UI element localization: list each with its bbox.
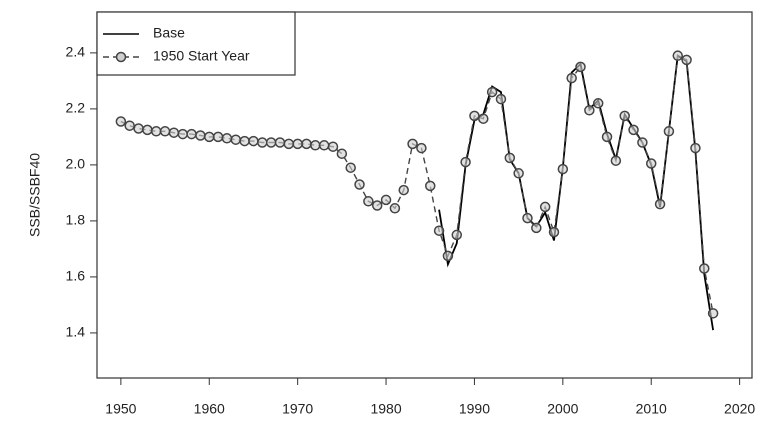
data-point bbox=[177, 128, 188, 140]
y-tick-label: 1.6 bbox=[66, 268, 86, 284]
data-point bbox=[690, 142, 701, 154]
data-point bbox=[433, 225, 445, 236]
data-point bbox=[257, 137, 268, 148]
data-point bbox=[407, 138, 418, 150]
data-point bbox=[327, 141, 339, 152]
data-point bbox=[318, 140, 330, 151]
data-point bbox=[584, 105, 595, 116]
data-point bbox=[681, 54, 692, 66]
data-point bbox=[707, 308, 719, 319]
legend-label: Base bbox=[153, 25, 185, 41]
data-point bbox=[168, 127, 180, 138]
data-point bbox=[265, 137, 277, 148]
data-point bbox=[557, 163, 569, 175]
x-tick-label: 2010 bbox=[636, 401, 667, 417]
data-point bbox=[416, 142, 427, 154]
series-line bbox=[438, 54, 714, 331]
data-point bbox=[292, 138, 303, 150]
data-point bbox=[486, 86, 498, 98]
legend-box bbox=[96, 11, 296, 76]
data-point bbox=[539, 201, 551, 213]
data-point bbox=[548, 226, 560, 238]
data-point bbox=[336, 148, 348, 159]
y-tick-label: 1.8 bbox=[66, 212, 86, 228]
data-point bbox=[575, 61, 586, 73]
data-point bbox=[195, 130, 206, 141]
data-point bbox=[274, 137, 286, 148]
data-point bbox=[424, 180, 436, 192]
plot-frame bbox=[96, 11, 753, 379]
data-point bbox=[566, 72, 577, 84]
x-tick-label: 1990 bbox=[459, 401, 490, 417]
data-point bbox=[619, 110, 630, 122]
data-point bbox=[663, 126, 675, 137]
data-point bbox=[645, 158, 657, 169]
data-point bbox=[133, 123, 144, 134]
data-point bbox=[248, 135, 259, 147]
data-point bbox=[610, 155, 622, 166]
data-point bbox=[478, 113, 489, 124]
data-point bbox=[115, 116, 127, 127]
data-point bbox=[124, 120, 135, 131]
data-point bbox=[186, 128, 197, 140]
data-point bbox=[504, 152, 516, 164]
x-tick-label: 1980 bbox=[370, 401, 401, 417]
x-tick-label: 2000 bbox=[547, 401, 578, 417]
data-point bbox=[513, 168, 524, 179]
legend-label: 1950 Start Year bbox=[153, 48, 250, 64]
y-tick-label: 1.4 bbox=[66, 324, 86, 340]
x-tick-label: 1970 bbox=[282, 401, 313, 417]
x-tick-label: 1960 bbox=[194, 401, 225, 417]
data-point bbox=[150, 126, 162, 137]
data-point bbox=[301, 138, 312, 150]
data-point bbox=[354, 179, 365, 190]
data-point bbox=[398, 184, 409, 196]
data-point bbox=[699, 263, 710, 274]
data-point bbox=[495, 93, 507, 105]
data-point bbox=[380, 194, 392, 206]
series-line bbox=[120, 54, 714, 314]
data-point bbox=[230, 134, 242, 145]
data-point bbox=[371, 200, 383, 211]
x-tick-label: 1950 bbox=[105, 401, 136, 417]
data-point bbox=[204, 131, 215, 143]
legend-marker bbox=[115, 51, 127, 63]
data-point bbox=[363, 196, 374, 207]
data-point bbox=[283, 138, 295, 150]
data-point bbox=[221, 133, 233, 144]
data-point bbox=[345, 162, 356, 173]
data-point bbox=[469, 110, 480, 122]
data-point bbox=[601, 131, 613, 143]
data-point bbox=[531, 222, 542, 234]
data-point bbox=[159, 126, 171, 137]
y-tick-label: 2.4 bbox=[66, 44, 86, 60]
data-point bbox=[239, 135, 250, 147]
data-point bbox=[672, 50, 683, 61]
data-point bbox=[654, 198, 666, 210]
data-point bbox=[142, 124, 153, 136]
data-point bbox=[637, 137, 648, 148]
data-point bbox=[522, 212, 533, 224]
data-point bbox=[442, 250, 454, 262]
x-tick-label: 2020 bbox=[724, 401, 755, 417]
y-tick-label: 2.0 bbox=[66, 156, 86, 172]
data-point bbox=[310, 140, 321, 151]
data-point bbox=[451, 229, 463, 241]
data-point bbox=[389, 203, 401, 214]
data-point bbox=[628, 124, 639, 136]
y-tick-label: 2.2 bbox=[66, 100, 86, 116]
data-point bbox=[460, 156, 471, 168]
y-axis-label: SSB/SSBF40 bbox=[27, 153, 43, 237]
data-point bbox=[212, 131, 224, 143]
data-point bbox=[592, 98, 604, 109]
